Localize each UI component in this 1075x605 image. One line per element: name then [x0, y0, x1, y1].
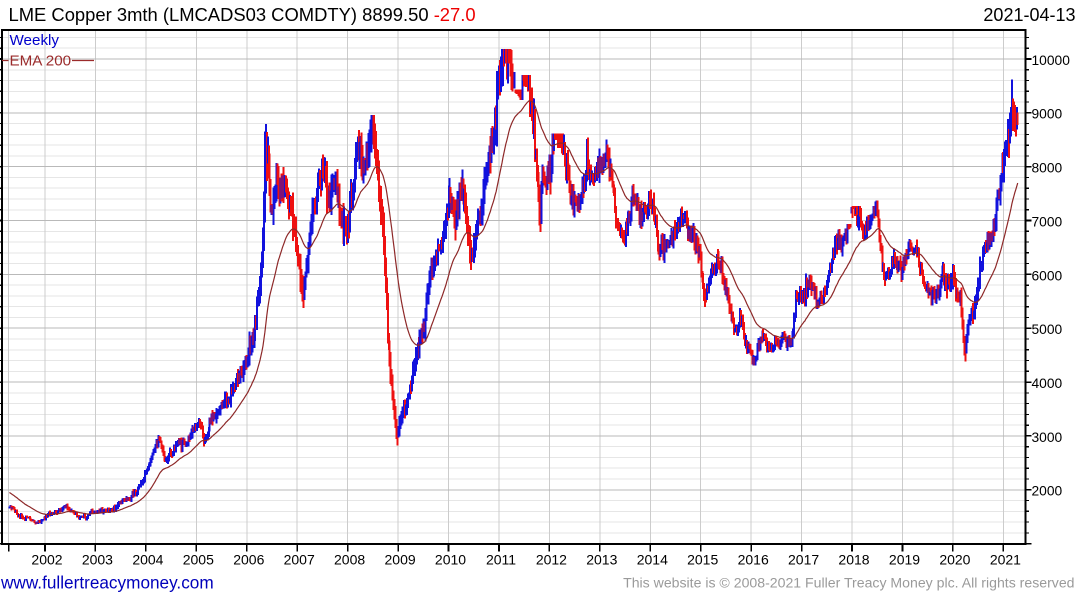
svg-text:EMA 200: EMA 200	[10, 53, 72, 70]
svg-text:2000: 2000	[1032, 484, 1063, 499]
svg-text:www.fullertreacymoney.com: www.fullertreacymoney.com	[0, 573, 214, 593]
svg-text:7000: 7000	[1032, 214, 1063, 229]
svg-text:This website is © 2008-2021 Fu: This website is © 2008-2021 Fuller Treac…	[623, 575, 1074, 591]
svg-text:2016: 2016	[738, 552, 769, 568]
svg-text:2006: 2006	[233, 552, 264, 568]
svg-text:2014: 2014	[637, 552, 668, 568]
svg-text:10000: 10000	[1032, 53, 1071, 68]
svg-text:2004: 2004	[132, 552, 163, 568]
svg-text:2019: 2019	[889, 552, 920, 568]
svg-text:2013: 2013	[586, 552, 617, 568]
svg-text:2021: 2021	[990, 552, 1021, 568]
svg-text:2008: 2008	[334, 552, 365, 568]
svg-text:5000: 5000	[1032, 322, 1063, 337]
svg-text:2018: 2018	[838, 552, 869, 568]
svg-text:2012: 2012	[536, 552, 567, 568]
svg-text:4000: 4000	[1032, 376, 1063, 391]
svg-text:2003: 2003	[82, 552, 113, 568]
svg-text:3000: 3000	[1032, 430, 1063, 445]
svg-text:2021-04-13: 2021-04-13	[983, 5, 1075, 25]
svg-text:9000: 9000	[1032, 107, 1063, 122]
svg-text:2017: 2017	[788, 552, 819, 568]
svg-text:2005: 2005	[183, 552, 214, 568]
svg-text:2009: 2009	[385, 552, 416, 568]
svg-text:2015: 2015	[687, 552, 718, 568]
svg-text:2007: 2007	[284, 552, 315, 568]
svg-text:2011: 2011	[486, 552, 516, 568]
svg-text:6000: 6000	[1032, 268, 1063, 283]
svg-text:2010: 2010	[435, 552, 466, 568]
svg-text:2002: 2002	[31, 552, 62, 568]
svg-text:8000: 8000	[1032, 161, 1063, 176]
svg-text:Weekly: Weekly	[10, 32, 60, 49]
svg-text:LME Copper 3mth (LMCADS03 COMD: LME Copper 3mth (LMCADS03 COMDTY) 8899.5…	[9, 4, 476, 25]
svg-text:2020: 2020	[939, 552, 970, 568]
